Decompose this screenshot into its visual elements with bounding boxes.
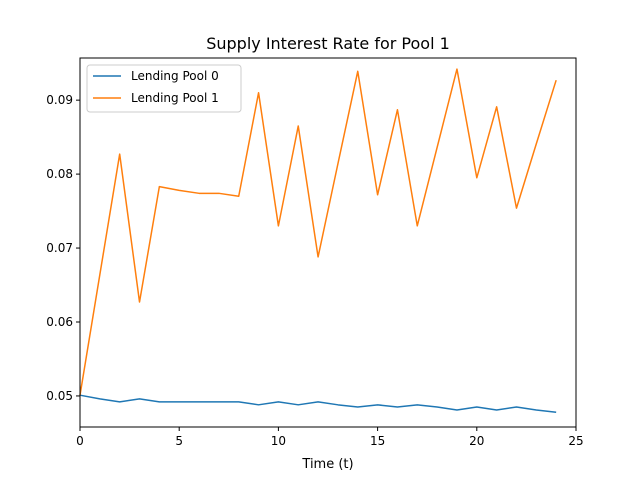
legend-label: Lending Pool 1	[131, 91, 219, 105]
x-tick-label: 5	[175, 434, 183, 448]
chart-title: Supply Interest Rate for Pool 1	[206, 34, 450, 53]
legend-box	[86, 64, 242, 113]
y-tick-label: 0.05	[46, 389, 73, 403]
plot-area	[79, 68, 557, 413]
x-tick-label: 20	[469, 434, 484, 448]
series-line-0	[79, 394, 557, 413]
y-tick-label: 0.06	[46, 315, 73, 329]
x-tick-label: 25	[568, 434, 583, 448]
y-tick-label: 0.09	[46, 93, 73, 107]
y-axis: 0.05 0.06 0.07 0.08 0.09	[46, 93, 80, 403]
x-tick-label: 15	[370, 434, 385, 448]
x-axis: 0 5 10 15 20 25	[76, 427, 584, 448]
axes-frame	[79, 57, 577, 428]
y-tick-label: 0.08	[46, 167, 73, 181]
series-line-1	[79, 68, 557, 396]
legend: Lending Pool 0 Lending Pool 1	[86, 64, 242, 113]
x-tick-label: 0	[76, 434, 84, 448]
y-tick-label: 0.07	[46, 241, 73, 255]
x-axis-label: Time (t)	[301, 457, 353, 472]
x-tick-label: 10	[271, 434, 286, 448]
legend-label: Lending Pool 0	[131, 69, 219, 83]
